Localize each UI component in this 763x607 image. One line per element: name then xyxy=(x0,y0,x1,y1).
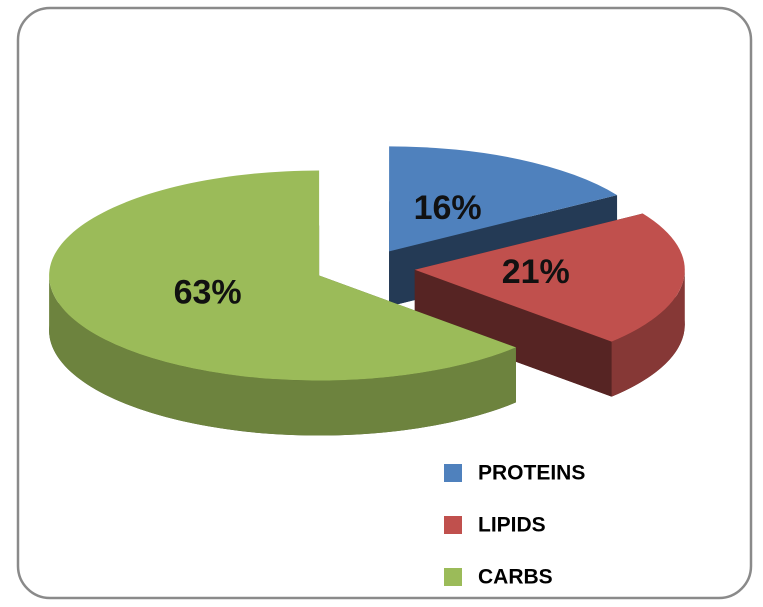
data-label: 63% xyxy=(174,273,242,311)
legend-label: PROTEINS xyxy=(478,462,585,485)
data-label: 21% xyxy=(502,253,570,291)
legend-swatch xyxy=(444,464,462,482)
legend-swatch xyxy=(444,516,462,534)
legend-label: CARBS xyxy=(478,566,553,589)
slice-edge xyxy=(611,269,685,397)
slice xyxy=(389,146,618,252)
slice xyxy=(49,170,516,381)
data-label: 16% xyxy=(414,189,482,227)
slice-side xyxy=(414,269,612,397)
legend-swatch xyxy=(444,568,462,586)
legend-label: LIPIDS xyxy=(478,514,546,537)
slice xyxy=(414,213,685,342)
slice-edge xyxy=(49,275,516,436)
